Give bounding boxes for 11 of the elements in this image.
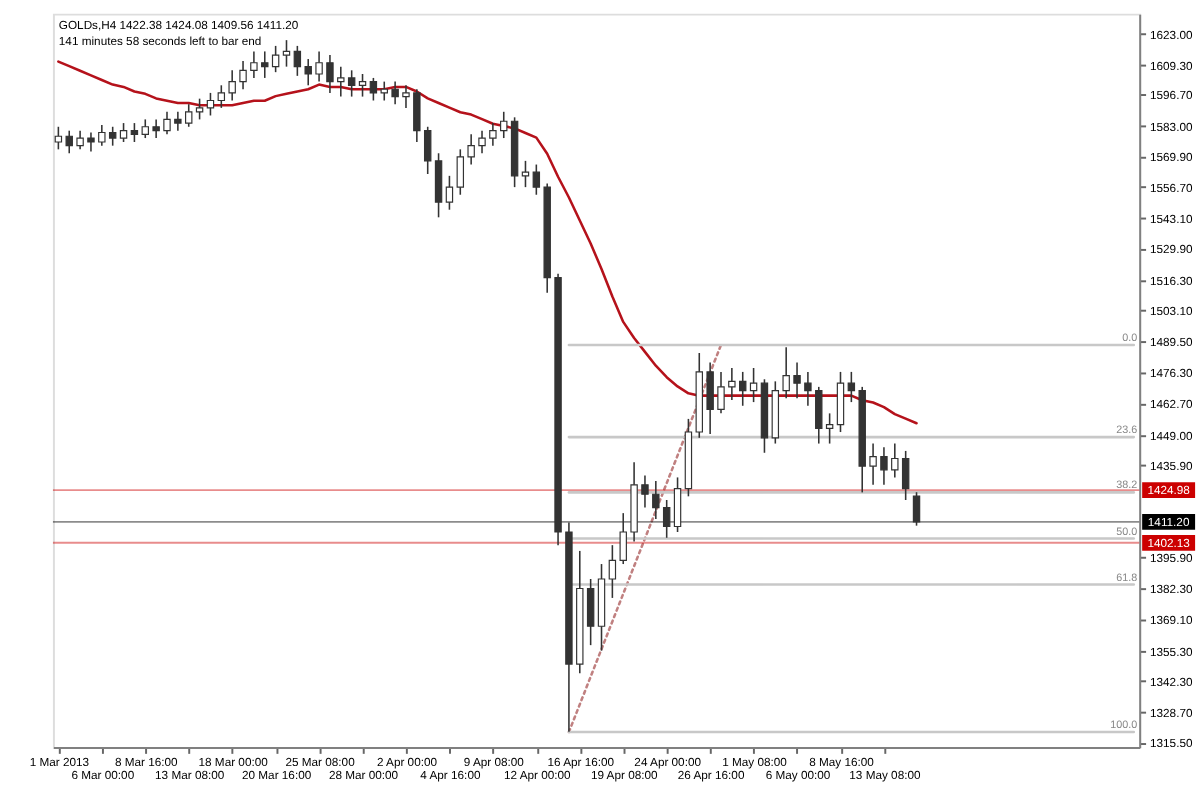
candlestick (597, 563, 606, 652)
candlestick (912, 491, 921, 527)
candlestick (206, 92, 215, 117)
candlestick (282, 39, 291, 68)
candlestick (434, 152, 443, 219)
candlestick (119, 122, 128, 143)
candlestick (673, 476, 682, 533)
line-series (567, 343, 723, 734)
candlestick (445, 175, 454, 211)
candlestick (836, 371, 845, 433)
candlestick (358, 73, 367, 98)
